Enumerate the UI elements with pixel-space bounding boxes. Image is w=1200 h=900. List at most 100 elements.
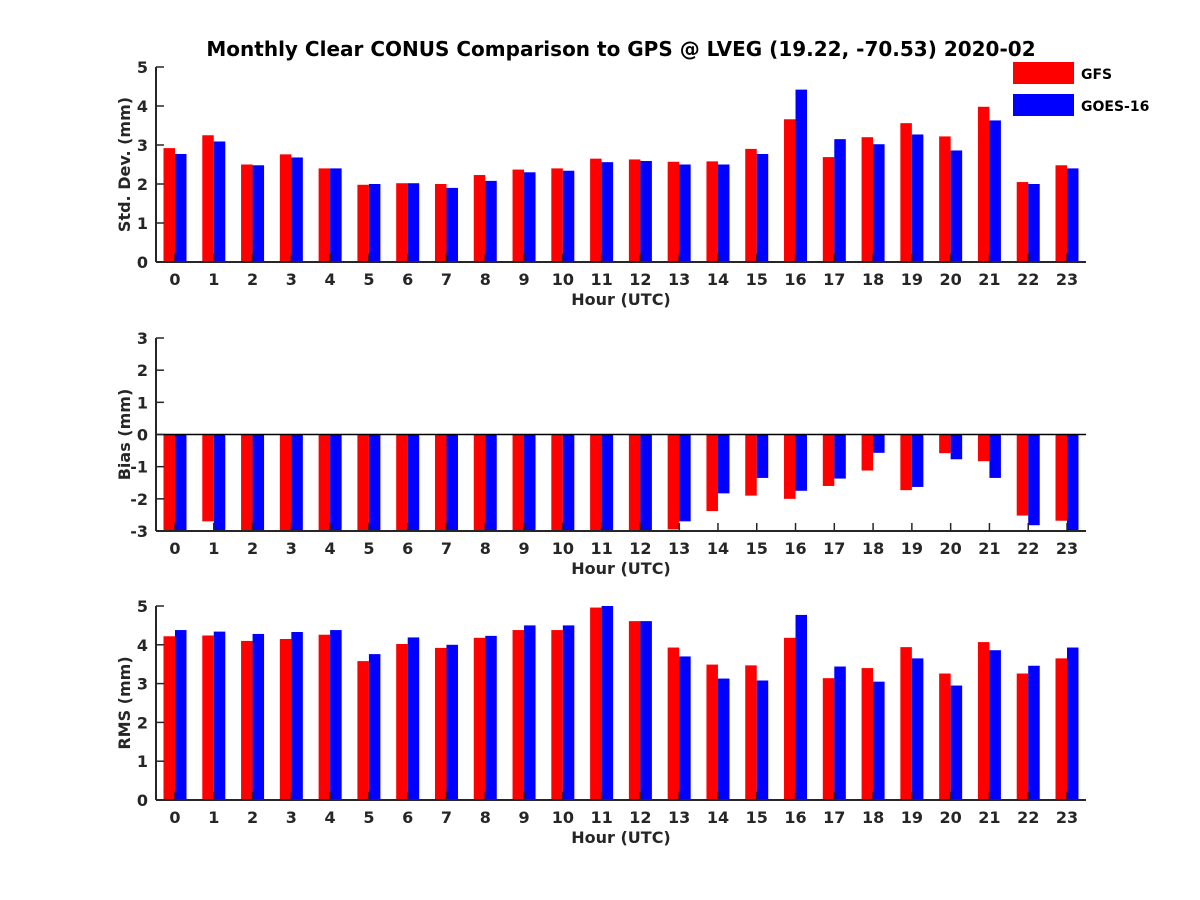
bar-gfs-hour-20	[939, 434, 951, 454]
x-axis-label: Hour (UTC)	[571, 290, 671, 309]
bar-gfs-hour-14	[706, 664, 718, 800]
bar-goes-16-hour-1	[213, 434, 226, 531]
series-gfs	[163, 106, 1067, 262]
series-goes-16	[175, 434, 1079, 531]
bar-goes-16-hour-2	[252, 165, 265, 262]
x-tick-label: 5	[363, 270, 374, 289]
series-gfs	[163, 607, 1067, 800]
x-tick-label: 3	[286, 539, 297, 558]
bar-goes-16-hour-19	[911, 134, 924, 262]
x-tick-label: 3	[286, 270, 297, 289]
x-tick-label: 23	[1056, 808, 1078, 827]
x-tick-label: 16	[784, 808, 806, 827]
bar-goes-16-hour-22	[1028, 184, 1040, 262]
x-axis-label: Hour (UTC)	[571, 828, 671, 847]
x-tick-label: 17	[823, 539, 845, 558]
bar-gfs-hour-23	[1055, 434, 1067, 521]
bar-gfs-hour-7	[434, 184, 447, 262]
bar-gfs-hour-19	[900, 647, 912, 800]
x-tick-label: 13	[668, 808, 690, 827]
bar-goes-16-hour-11	[601, 434, 614, 531]
x-tick-label: 14	[707, 539, 729, 558]
x-tick-label: 8	[480, 270, 491, 289]
x-tick-label: 8	[480, 539, 491, 558]
y-tick-label: 3	[137, 329, 148, 348]
bar-gfs-hour-2	[241, 434, 253, 531]
x-tick-label: 14	[707, 808, 729, 827]
x-tick-label: 8	[480, 808, 491, 827]
bar-goes-16-hour-2	[252, 633, 265, 800]
bar-goes-16-hour-14	[717, 678, 730, 800]
x-tick-label: 15	[746, 539, 768, 558]
x-tick-label: 11	[590, 539, 612, 558]
y-tick-label: 4	[137, 97, 148, 116]
bar-gfs-hour-5	[357, 184, 369, 262]
x-tick-label: 6	[402, 539, 413, 558]
bar-gfs-hour-9	[512, 630, 525, 800]
bar-goes-16-hour-17	[834, 434, 846, 479]
legend-swatch-gfs	[1013, 62, 1074, 84]
bar-gfs-hour-16	[784, 119, 796, 262]
y-tick-label: 2	[137, 361, 148, 380]
x-tick-label: 23	[1056, 270, 1078, 289]
bar-goes-16-hour-3	[291, 157, 303, 262]
x-tick-label: 15	[746, 808, 768, 827]
bar-gfs-hour-19	[900, 123, 912, 262]
x-tick-label: 9	[518, 808, 529, 827]
bar-goes-16-hour-1	[213, 141, 226, 262]
x-tick-label: 10	[552, 808, 574, 827]
bar-gfs-hour-10	[551, 630, 563, 800]
bar-gfs-hour-22	[1016, 182, 1029, 262]
bar-goes-16-hour-14	[717, 164, 730, 262]
x-tick-label: 4	[325, 808, 336, 827]
bar-gfs-hour-18	[861, 137, 874, 262]
x-tick-label: 11	[590, 808, 612, 827]
x-tick-label: 1	[208, 539, 219, 558]
bar-goes-16-hour-6	[407, 183, 420, 262]
bar-goes-16-hour-16	[795, 89, 808, 263]
x-tick-label: 21	[978, 808, 1000, 827]
bar-gfs-hour-4	[318, 434, 331, 531]
bar-gfs-hour-10	[551, 168, 563, 262]
bar-goes-16-hour-23	[1067, 647, 1079, 800]
bar-gfs-hour-15	[745, 434, 757, 496]
y-tick-label: -1	[130, 458, 148, 477]
chart-legend: GFS GOES-16	[1013, 62, 1149, 116]
bar-goes-16-hour-10	[562, 170, 575, 262]
bar-gfs-hour-1	[202, 635, 214, 800]
bar-gfs-hour-9	[512, 169, 525, 262]
bar-gfs-hour-17	[822, 157, 835, 262]
bar-goes-16-hour-19	[911, 434, 924, 487]
bar-goes-16-hour-19	[911, 658, 924, 800]
bar-gfs-hour-23	[1055, 165, 1067, 262]
bar-goes-16-hour-6	[407, 637, 420, 800]
bar-goes-16-hour-4	[330, 434, 342, 531]
bar-gfs-hour-10	[551, 434, 563, 531]
x-tick-label: 21	[978, 539, 1000, 558]
bar-goes-16-hour-18	[873, 681, 885, 800]
bar-gfs-hour-7	[434, 647, 447, 800]
bar-gfs-hour-19	[900, 434, 912, 491]
bar-gfs-hour-21	[977, 642, 990, 800]
bar-goes-16-hour-0	[175, 630, 187, 800]
bar-gfs-hour-9	[512, 434, 525, 531]
bar-gfs-hour-4	[318, 168, 331, 262]
bar-goes-16-hour-5	[368, 434, 381, 531]
y-tick-label: 5	[137, 597, 148, 616]
bar-gfs-hour-17	[822, 434, 835, 486]
bar-goes-16-hour-9	[524, 625, 536, 800]
bar-goes-16-hour-18	[873, 144, 885, 262]
series-gfs	[163, 434, 1067, 531]
bar-gfs-hour-11	[590, 434, 602, 531]
bar-goes-16-hour-8	[485, 635, 497, 800]
bar-goes-16-hour-8	[485, 434, 497, 531]
y-tick-label: 0	[137, 791, 148, 810]
x-tick-label: 0	[169, 270, 180, 289]
bar-gfs-hour-3	[279, 638, 292, 800]
x-tick-label: 23	[1056, 539, 1078, 558]
bar-gfs-hour-4	[318, 634, 331, 800]
y-tick-label: -2	[130, 490, 148, 509]
bar-goes-16-hour-11	[601, 606, 614, 800]
